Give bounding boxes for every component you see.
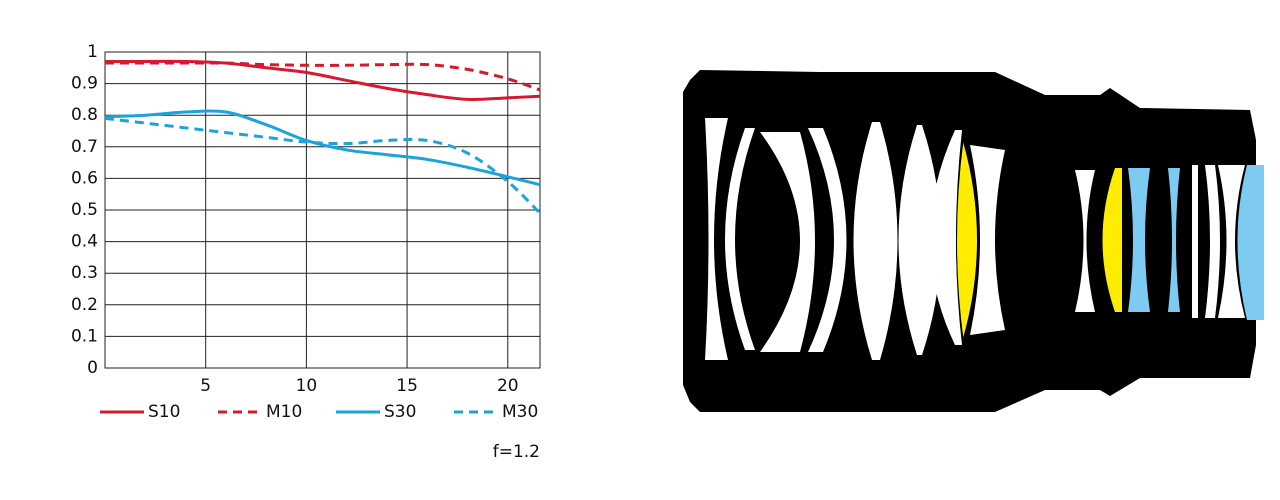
lens-element (1075, 170, 1095, 312)
lens-element (898, 125, 941, 355)
x-tick-label: 15 (396, 376, 418, 396)
legend-label: S10 (148, 402, 180, 422)
lens-element (1168, 168, 1180, 312)
lens-element (1128, 168, 1150, 312)
y-tick-label: 0.5 (71, 200, 98, 220)
lens-element (956, 139, 978, 341)
lens-element (1192, 165, 1198, 318)
y-tick-label: 0 (87, 358, 98, 378)
lens-element (760, 132, 815, 352)
lens-element (725, 128, 755, 350)
y-tick-label: 0.3 (71, 263, 98, 283)
y-tick-label: 0.6 (71, 168, 98, 188)
lens-element (808, 128, 847, 352)
legend-label: M10 (266, 402, 302, 422)
y-tick-label: 0.7 (71, 137, 98, 157)
lens-element (970, 145, 1005, 335)
lens-element (1205, 165, 1220, 318)
y-tick-label: 0.1 (71, 326, 98, 346)
lens-diagram (683, 70, 1264, 412)
lens-element (1218, 165, 1245, 318)
lens-element (705, 118, 728, 360)
annotation: f=1.2 (493, 442, 540, 462)
series-line (104, 59, 541, 102)
lens-element (930, 130, 962, 345)
lens-element (1237, 165, 1264, 320)
series-line (104, 109, 541, 187)
y-tick-label: 0.8 (71, 105, 98, 125)
y-tick-label: 1 (87, 42, 98, 62)
x-tick-label: 10 (296, 376, 318, 396)
series-line (104, 116, 542, 215)
y-tick-label: 0.4 (71, 232, 98, 252)
y-tick-label: 0.2 (71, 295, 98, 315)
legend-label: M30 (502, 402, 538, 422)
x-tick-label: 5 (200, 376, 211, 396)
series-line (105, 61, 541, 92)
lens-element (853, 122, 898, 360)
x-tick-label: 20 (497, 376, 519, 396)
lens-element (1102, 168, 1122, 312)
y-tick-label: 0.9 (71, 74, 98, 94)
legend-label: S30 (384, 402, 416, 422)
